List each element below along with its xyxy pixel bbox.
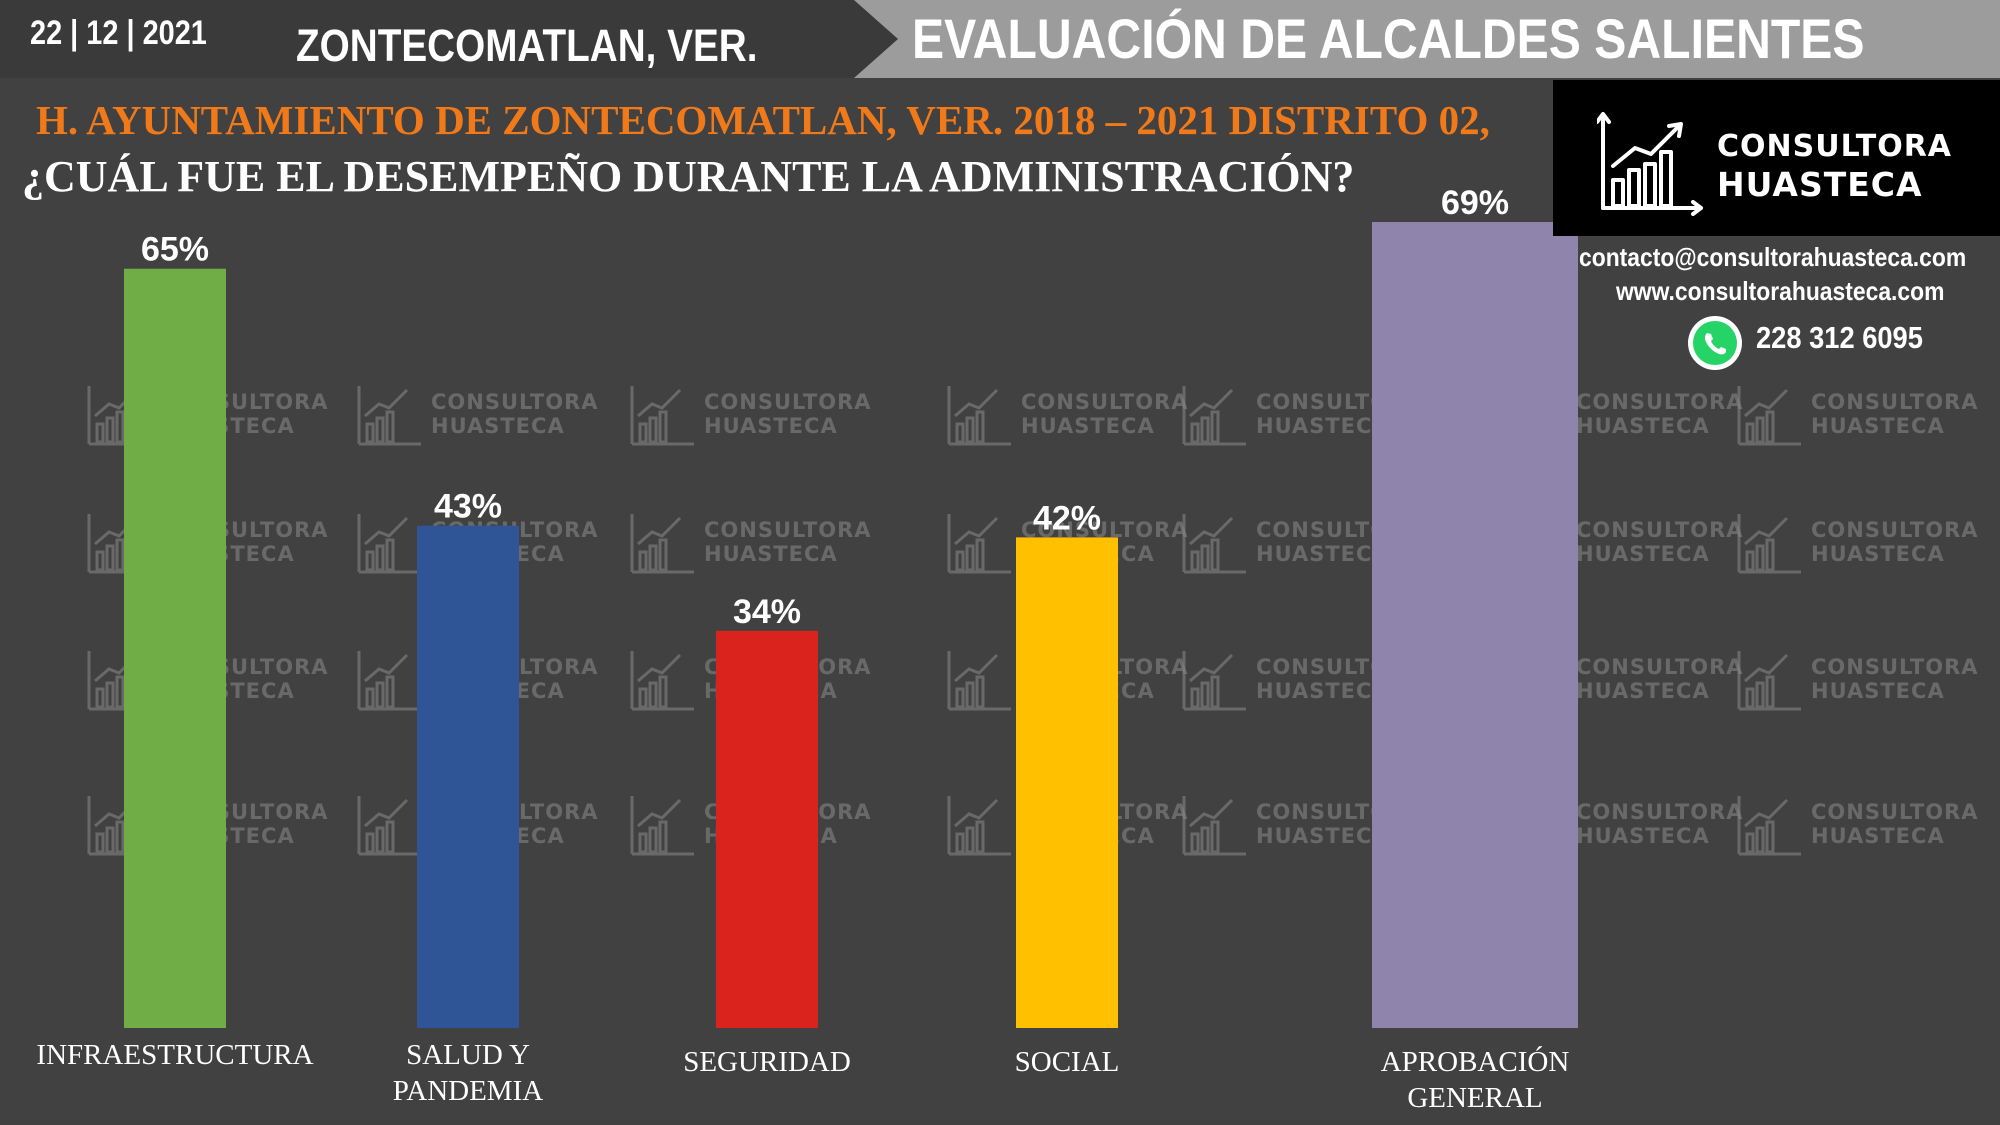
contact-phone[interactable]: 228 312 6095 <box>1756 320 1923 355</box>
city-title: ZONTECOMATLAN, VER. <box>296 20 758 71</box>
chart-subtitle: H. AYUNTAMIENTO DE ZONTECOMATLAN, VER. 2… <box>36 97 1490 143</box>
data-label-1: 43% <box>434 488 502 526</box>
brand-line-1: CONSULTORA <box>1717 129 1953 164</box>
category-label-0-0: INFRAESTRUCTURA <box>36 1039 313 1071</box>
brand-logo: CONSULTORA HUASTECA <box>1553 80 2000 236</box>
contact-email[interactable]: contacto@consultorahuasteca.com <box>1579 242 1967 272</box>
data-label-0: 65% <box>141 231 209 269</box>
bar-2 <box>716 630 818 1028</box>
growth-chart-logo-icon <box>1597 112 1703 216</box>
category-label-3-0: SOCIAL <box>1015 1046 1120 1078</box>
category-label-1-1: PANDEMIA <box>393 1075 543 1107</box>
data-label-4: 69% <box>1441 184 1509 222</box>
category-label-4-1: GENERAL <box>1407 1082 1542 1114</box>
category-label-4-0: APROBACIÓN <box>1381 1045 1570 1078</box>
bar-3 <box>1016 537 1118 1028</box>
category-label-1-0: SALUD Y <box>406 1039 530 1071</box>
data-label-3: 42% <box>1033 499 1101 537</box>
brand-name: CONSULTORA HUASTECA <box>1717 128 1952 204</box>
chart-question: ¿CUÁL FUE EL DESEMPEÑO DURANTE LA ADMINI… <box>22 152 1355 201</box>
bar-0 <box>124 268 226 1029</box>
bar-1 <box>417 525 519 1028</box>
whatsapp-icon <box>1688 316 1742 370</box>
brand-line-2: HUASTECA <box>1717 165 1923 204</box>
report-date: 22 | 12 | 2021 <box>30 14 207 52</box>
contact-website[interactable]: www.consultorahuasteca.com <box>1616 276 1945 306</box>
data-label-2: 34% <box>733 593 801 631</box>
category-label-2-0: SEGURIDAD <box>683 1046 851 1078</box>
banner <box>854 0 2000 78</box>
bar-4 <box>1372 222 1578 1028</box>
banner-title: EVALUACIÓN DE ALCALDES SALIENTES <box>912 7 1865 70</box>
